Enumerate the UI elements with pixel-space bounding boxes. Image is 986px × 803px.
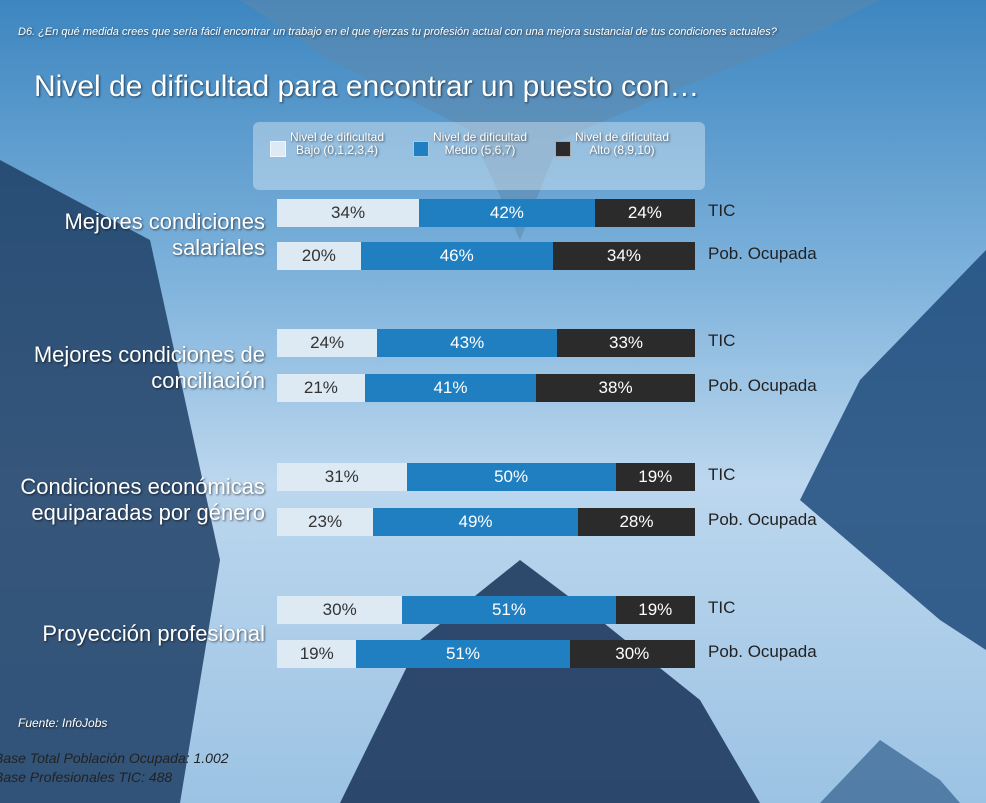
bar-segment: 51% [356,640,570,668]
bar-segment: 31% [277,463,407,491]
bar-segment: 38% [536,374,695,402]
bar-segment: 30% [277,596,403,624]
bar-segment: 21% [277,374,365,402]
base-total: Base Total Población Ocupada: 1.002 [0,750,229,766]
category-label: Pob. Ocupada [708,376,817,395]
bar-segment: 20% [277,242,361,270]
value-label: 19% [299,644,334,663]
legend-swatch [555,141,571,157]
legend-label: Nivel de dificultad Medio (5,6,7) [432,130,528,157]
category-label: TIC [708,465,736,484]
category-label: TIC [708,201,736,220]
legend-label: Nivel de dificultad Alto (8,9,10) [574,130,670,157]
bar-segment: 34% [552,242,695,270]
value-label: 46% [439,246,474,265]
group-label: Condiciones económicas equiparadas por g… [20,474,265,525]
value-label: 19% [638,600,673,619]
group-label: Mejores condiciones salariales [64,209,265,260]
category-label: TIC [708,331,736,350]
category-label: Pob. Ocupada [708,244,817,263]
bar-segment: 24% [277,329,378,357]
base-tic: Base Profesionales TIC: 488 [0,769,173,785]
value-label: 34% [606,246,641,265]
bar-segment: 19% [615,596,695,624]
value-label: 42% [489,203,524,222]
chart-title: Nivel de dificultad para encontrar un pu… [34,70,700,103]
category-label: TIC [708,598,736,617]
question: D6. ¿En qué medida crees que sería fácil… [18,26,777,38]
value-label: 24% [310,333,345,352]
value-label: 50% [494,467,529,486]
bar-segment: 33% [557,329,695,357]
category-label: Pob. Ocupada [708,510,817,529]
value-label: 31% [324,467,359,486]
category-label: Pob. Ocupada [708,642,817,661]
value-label: 20% [301,246,336,265]
bar-segment: 30% [569,640,695,668]
bar-segment: 51% [402,596,616,624]
value-label: 24% [627,203,662,222]
bar-segment: 46% [360,242,553,270]
value-label: 51% [445,644,480,663]
legend [253,122,705,190]
value-label: 30% [615,644,650,663]
value-label: 49% [458,512,493,531]
value-label: 51% [491,600,526,619]
bar-segment: 41% [364,374,537,402]
bar-segment: 19% [277,640,357,668]
bar-segment: 49% [373,508,578,536]
legend-label: Nivel de dificultad Bajo (0,1,2,3,4) [289,130,385,157]
bar-segment: 43% [377,329,558,357]
value-label: 21% [303,378,338,397]
bar-segment: 28% [577,508,695,536]
value-label: 38% [598,378,633,397]
bar-segment: 23% [277,508,374,536]
value-label: 23% [308,512,343,531]
bar-segment: 19% [615,463,695,491]
source: Fuente: InfoJobs [18,716,108,730]
value-label: 33% [609,333,644,352]
legend-swatch [270,141,286,157]
value-label: 28% [619,512,654,531]
group-label: Mejores condiciones de conciliación [33,342,265,393]
value-label: 43% [450,333,485,352]
bar-segment: 42% [419,199,595,227]
legend-swatch [413,141,429,157]
bar-segment: 34% [277,199,420,227]
bar-segment: 50% [406,463,616,491]
value-label: 30% [322,600,357,619]
bar-segment: 24% [594,199,695,227]
value-label: 34% [331,203,366,222]
group-label: Proyección profesional [42,621,265,646]
value-label: 19% [638,467,673,486]
value-label: 41% [433,378,468,397]
